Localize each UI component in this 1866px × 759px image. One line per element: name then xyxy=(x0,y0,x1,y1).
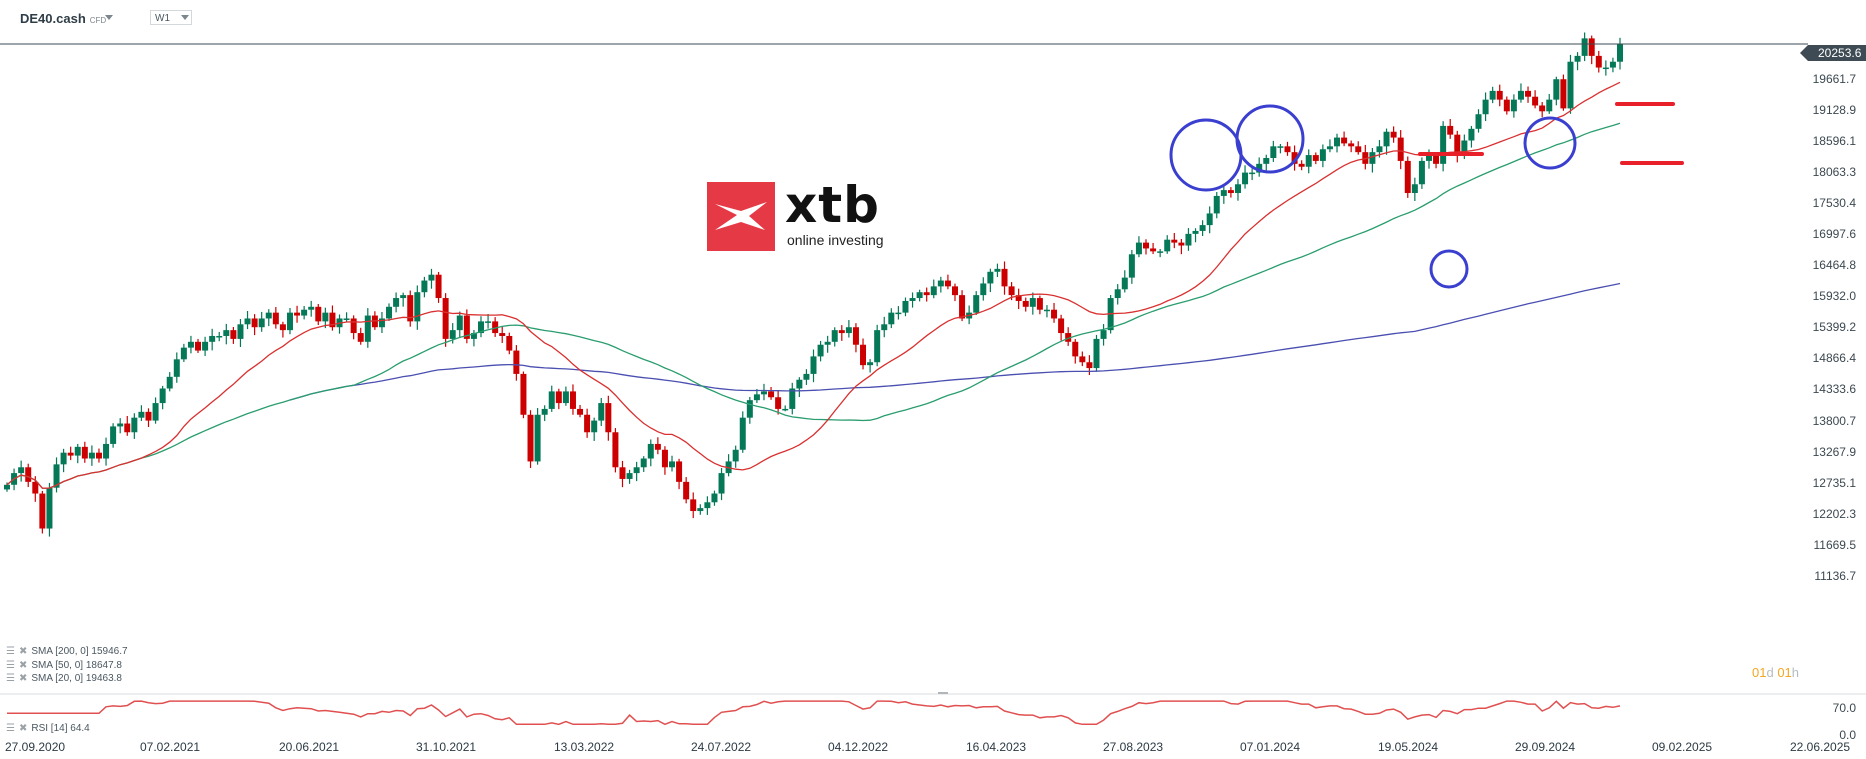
settings-icon[interactable]: ☰ xyxy=(6,646,15,657)
time-axis-label: 24.07.2022 xyxy=(691,740,752,754)
timeframe-select[interactable]: W1 xyxy=(150,10,192,25)
symbol-selector[interactable]: DE40.cash CFD xyxy=(20,11,106,26)
price-axis-label: 16464.8 xyxy=(1812,258,1856,273)
close-icon[interactable]: ✖ xyxy=(18,673,28,684)
chevron-down-icon[interactable] xyxy=(105,15,113,20)
close-icon[interactable]: ✖ xyxy=(18,660,28,671)
price-axis-label: 14333.6 xyxy=(1812,382,1856,397)
price-axis-label: 12735.1 xyxy=(1812,475,1856,490)
close-icon[interactable]: ✖ xyxy=(18,646,28,657)
time-axis-label: 04.12.2022 xyxy=(828,740,889,754)
price-axis-label: 17530.4 xyxy=(1812,195,1856,210)
logo-brand: xtb xyxy=(785,176,880,234)
time-axis-label: 27.09.2020 xyxy=(5,740,66,754)
close-icon[interactable]: ✖ xyxy=(18,723,28,734)
price-axis-label: 13800.7 xyxy=(1812,413,1856,428)
price-axis-label: 15932.0 xyxy=(1812,289,1856,304)
price-axis-label: 13267.9 xyxy=(1812,444,1856,459)
price-axis-label: 18063.3 xyxy=(1812,164,1856,179)
symbol-name: DE40.cash xyxy=(20,11,86,26)
time-axis-label: 07.01.2024 xyxy=(1240,740,1301,754)
indicator-legend-sma200[interactable]: ☰ ✖ SMA [200, 0] 15946.7 xyxy=(6,646,128,657)
current-price-tag: 20253.6 xyxy=(1799,45,1866,61)
logo-tagline: online investing xyxy=(787,232,884,248)
price-axis-label: 11136.7 xyxy=(1814,569,1856,583)
xtb-logo-mark xyxy=(707,182,775,251)
price-axis-label: 19661.7 xyxy=(1812,71,1856,86)
timeframe-value: W1 xyxy=(155,13,170,24)
candle-countdown: 01d 01h xyxy=(1752,665,1800,680)
time-axis-label: 20.06.2021 xyxy=(279,740,340,754)
indicator-legend-rsi[interactable]: ☰ ✖ RSI [14] 64.4 xyxy=(6,723,90,734)
time-axis-label: 22.06.2025 xyxy=(1790,740,1851,754)
time-axis-label: 31.10.2021 xyxy=(416,740,477,754)
price-axis-label: 16997.6 xyxy=(1812,226,1856,241)
rsi-level-70: 70.0 xyxy=(1832,701,1856,715)
instrument-type: CFD xyxy=(89,16,107,25)
indicator-legend-sma50[interactable]: ☰ ✖ SMA [50, 0] 18647.8 xyxy=(6,660,122,671)
time-axis-label: 16.04.2023 xyxy=(966,740,1027,754)
chevron-down-icon xyxy=(181,15,189,20)
rsi-level-0: 0.0 xyxy=(1839,728,1856,742)
time-axis-label: 29.09.2024 xyxy=(1515,740,1576,754)
price-axis-label: 11669.5 xyxy=(1813,537,1857,552)
time-axis-label: 09.02.2025 xyxy=(1652,740,1713,754)
indicator-legend-sma20[interactable]: ☰ ✖ SMA [20, 0] 19463.8 xyxy=(6,673,122,684)
price-axis-label: 14866.4 xyxy=(1812,351,1856,366)
price-axis-label: 18596.1 xyxy=(1812,133,1856,148)
chart-toolbar: DE40.cash CFD W1 xyxy=(0,0,1866,32)
time-axis-label: 19.05.2024 xyxy=(1378,740,1439,754)
settings-icon[interactable]: ☰ xyxy=(6,660,15,671)
price-axis-label: 19128.9 xyxy=(1812,102,1856,117)
settings-icon[interactable]: ☰ xyxy=(6,673,15,684)
price-axis-label: 12202.3 xyxy=(1812,506,1856,521)
time-axis-label: 07.02.2021 xyxy=(140,740,201,754)
time-axis-label: 27.08.2023 xyxy=(1103,740,1164,754)
price-axis-label: 15399.2 xyxy=(1812,320,1856,335)
settings-icon[interactable]: ☰ xyxy=(6,723,15,734)
time-axis-label: 13.03.2022 xyxy=(554,740,615,754)
